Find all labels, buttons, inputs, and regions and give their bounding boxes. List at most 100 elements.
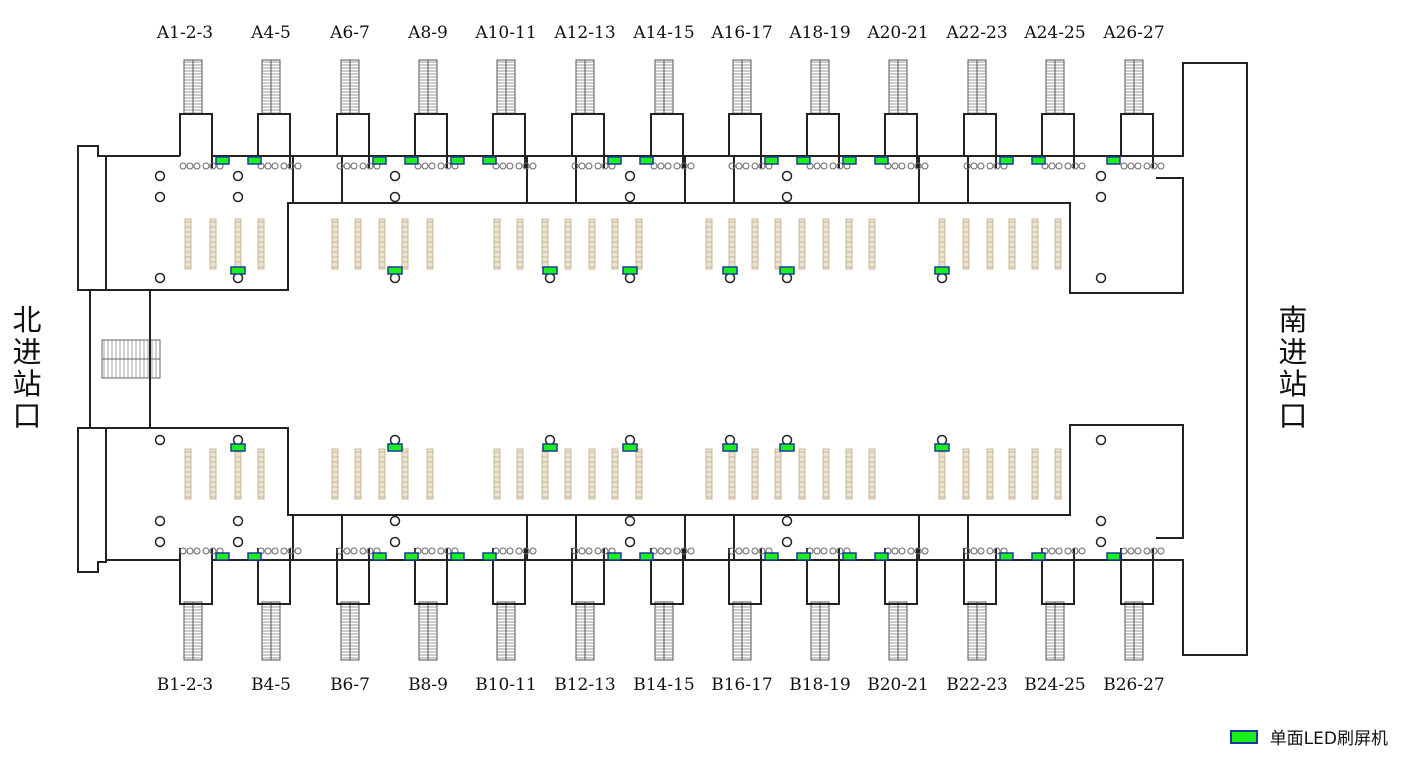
bench xyxy=(541,218,549,270)
led-screen xyxy=(404,156,419,165)
gate-label-top: A26-27 xyxy=(1102,23,1164,43)
stair-well xyxy=(806,113,840,168)
turnstile-group xyxy=(673,547,695,555)
bench xyxy=(378,448,386,500)
stair-well xyxy=(179,113,213,168)
stair-well xyxy=(884,548,918,605)
stair-well xyxy=(257,113,291,168)
led-screen xyxy=(372,156,387,165)
column xyxy=(232,434,244,446)
bench xyxy=(1008,218,1016,270)
stair xyxy=(418,601,438,661)
column xyxy=(154,434,166,446)
led-screen xyxy=(482,156,497,165)
column xyxy=(724,272,736,284)
bench xyxy=(1054,218,1062,270)
bench xyxy=(845,448,853,500)
bench xyxy=(868,448,876,500)
column xyxy=(936,434,948,446)
stair xyxy=(496,601,516,661)
gate-label-bottom: B12-13 xyxy=(554,675,616,695)
column xyxy=(624,536,636,548)
led-screen xyxy=(874,552,889,561)
led-screen xyxy=(450,552,465,561)
north-entrance-label: 北进站口 xyxy=(12,303,42,433)
turnstile-group xyxy=(515,162,537,170)
turnstile-group xyxy=(179,162,201,170)
gate-label-top: A6-7 xyxy=(329,23,370,43)
column xyxy=(781,170,793,182)
column xyxy=(544,272,556,284)
bench xyxy=(774,448,782,500)
turnstile-group xyxy=(515,547,537,555)
column xyxy=(624,515,636,527)
stair xyxy=(732,59,752,115)
south-entrance-label: 南进站口 xyxy=(1278,303,1308,433)
bench xyxy=(331,218,339,270)
led-screen xyxy=(622,443,638,452)
bench xyxy=(728,218,736,270)
led-screen xyxy=(404,552,419,561)
column xyxy=(1095,272,1107,284)
bench xyxy=(234,218,242,270)
turnstile-group xyxy=(336,547,358,555)
stair xyxy=(418,59,438,115)
stair xyxy=(654,601,674,661)
bench xyxy=(588,448,596,500)
column xyxy=(781,434,793,446)
gate-label-top: A24-25 xyxy=(1023,23,1085,43)
column xyxy=(389,515,401,527)
stair-well xyxy=(728,548,762,605)
column xyxy=(232,536,244,548)
gate-label-top: A22-23 xyxy=(945,23,1007,43)
bench xyxy=(611,218,619,270)
led-screen xyxy=(722,443,738,452)
column xyxy=(389,170,401,182)
bench xyxy=(751,218,759,270)
turnstile-group xyxy=(1143,547,1165,555)
legend-label: 单面LED刷屏机 xyxy=(1269,729,1388,749)
column xyxy=(1095,515,1107,527)
bench xyxy=(611,448,619,500)
stair xyxy=(575,59,595,115)
gate-label-bottom: B14-15 xyxy=(633,675,695,695)
led-screen xyxy=(796,156,811,165)
bench xyxy=(541,448,549,500)
bench xyxy=(868,218,876,270)
led-screen xyxy=(722,266,738,275)
led-screen xyxy=(934,266,950,275)
column xyxy=(1095,170,1107,182)
stair xyxy=(261,59,281,115)
bench xyxy=(209,218,217,270)
wall xyxy=(106,424,1184,539)
led-screen xyxy=(622,266,638,275)
bench xyxy=(331,448,339,500)
gate-label-top: A4-5 xyxy=(250,23,291,43)
gate-label-bottom: B4-5 xyxy=(251,675,291,695)
column xyxy=(232,515,244,527)
bench xyxy=(705,218,713,270)
led-screen xyxy=(1106,156,1121,165)
stair-well xyxy=(650,113,684,168)
gate-label-bottom: B1-2-3 xyxy=(157,675,213,695)
turnstile-group xyxy=(437,547,459,555)
column xyxy=(1095,536,1107,548)
led-screen xyxy=(230,266,246,275)
turnstile-group xyxy=(1064,162,1086,170)
column xyxy=(624,170,636,182)
led-screens xyxy=(215,156,1121,561)
stair xyxy=(888,601,908,661)
stair-well xyxy=(650,548,684,605)
column xyxy=(936,272,948,284)
bench xyxy=(845,218,853,270)
wall xyxy=(77,145,107,291)
gate-label-top: A18-19 xyxy=(788,23,850,43)
turnstile-group xyxy=(1120,162,1142,170)
led-screen xyxy=(542,443,558,452)
bench xyxy=(209,448,217,500)
gate-label-bottom: B8-9 xyxy=(408,675,448,695)
stair xyxy=(340,59,360,115)
column xyxy=(154,191,166,203)
bench xyxy=(257,218,265,270)
